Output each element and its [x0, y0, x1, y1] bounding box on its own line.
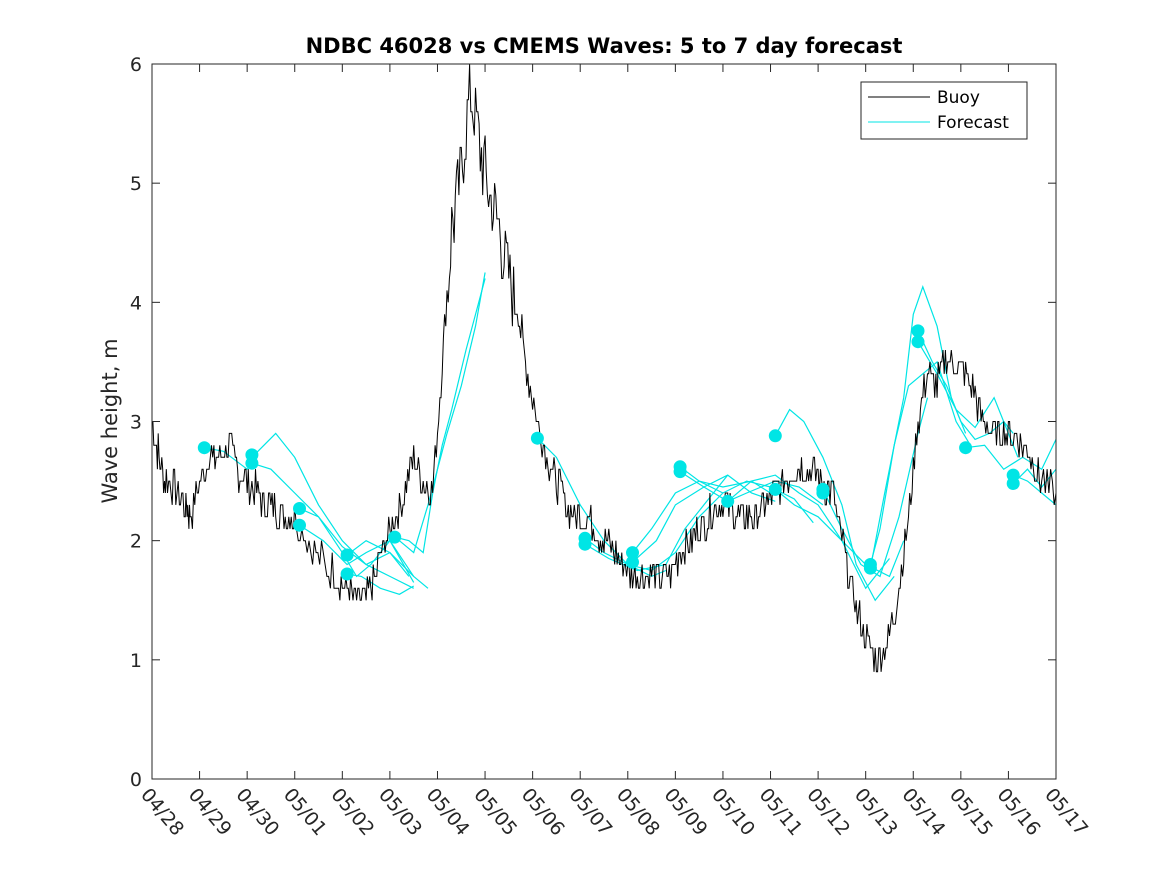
forecast-marker-23: [911, 335, 925, 349]
forecast-marker-0: [197, 441, 211, 455]
y-tick-label-4: 4: [130, 292, 142, 314]
forecast-marker-5: [340, 548, 354, 562]
forecast-line-14: [679, 466, 814, 524]
forecast-marker-11: [626, 546, 639, 560]
forecast-marker-26: [1006, 477, 1020, 490]
forecast-line-25: [1012, 474, 1056, 506]
forecast-marker-6: [340, 567, 354, 581]
forecast-line-15: [679, 471, 824, 506]
forecast-marker-17: [768, 482, 782, 496]
forecast-line-21: [869, 285, 967, 569]
forecast-line-23: [917, 341, 1019, 458]
forecast-line-1: [251, 462, 410, 577]
forecast-marker-19: [816, 486, 830, 500]
forecast-marker-10: [578, 537, 592, 551]
forecast-marker-24: [959, 441, 973, 455]
forecast-marker-16: [768, 429, 782, 443]
chart-title: NDBC 46028 vs CMEMS Waves: 5 to 7 day fo…: [306, 34, 903, 58]
forecast-line-19: [822, 397, 929, 578]
legend: Buoy Forecast: [860, 81, 1028, 140]
forecast-marker-8: [530, 431, 544, 445]
forecast-line-2: [253, 432, 414, 589]
forecast-marker-12: [626, 555, 639, 569]
forecast-marker-15: [721, 494, 735, 508]
forecast-line-24: [965, 439, 1056, 471]
series-layer: [152, 64, 1056, 673]
y-tick-label-1: 1: [130, 650, 142, 672]
forecast-marker-4: [293, 518, 306, 532]
legend-box: [860, 81, 1028, 140]
forecast-marker-7: [388, 530, 402, 544]
y-axis-label: Wave height, m: [98, 338, 122, 503]
forecast-marker-3: [293, 502, 306, 515]
forecast-marker-21: [863, 561, 877, 575]
legend-buoy-label: Buoy: [937, 88, 980, 108]
forecast-marker-14: [673, 465, 687, 479]
y-tick-label-6: 6: [130, 54, 142, 76]
forecast-line-20: [869, 360, 971, 565]
forecast-line-6: [347, 573, 415, 595]
plot-area: [152, 64, 1056, 673]
forecast-marker-2: [245, 456, 259, 470]
buoy-line: [152, 64, 1056, 673]
y-tick-label-0: 0: [130, 769, 142, 791]
forecast-marker-22: [911, 324, 925, 338]
forecast-line-8: [399, 272, 486, 554]
y-tick-label-3: 3: [130, 412, 142, 434]
forecast-line-5: [346, 539, 429, 589]
legend-forecast-label: Forecast: [937, 113, 1009, 133]
forecast-line-16: [727, 474, 890, 590]
y-tick-label-2: 2: [130, 531, 142, 553]
forecast-line-22: [917, 330, 1014, 441]
y-tick-label-5: 5: [130, 173, 142, 195]
forecast-line-4: [299, 524, 415, 577]
